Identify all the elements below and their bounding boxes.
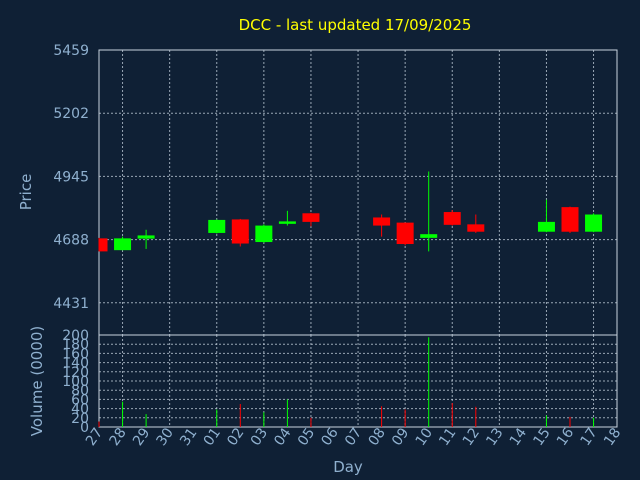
candle-body [467, 224, 485, 232]
grid-layer [99, 50, 617, 427]
price-panel-frame [98, 49, 618, 336]
candle-body [420, 234, 438, 238]
volume-tick-label: 100 [62, 374, 89, 390]
volume-tick-label: 180 [62, 337, 89, 353]
price-tick-label: 4688 [53, 233, 89, 249]
candle-body [137, 235, 155, 239]
x-tick-label: 06 [318, 425, 341, 449]
candle-body [537, 221, 555, 232]
x-tick-label: 30 [154, 425, 177, 449]
volume-tick-label: 20 [71, 411, 89, 427]
candles-layer [98, 171, 603, 252]
volume-tick-label: 200 [62, 328, 89, 344]
price-tick-label: 4431 [53, 296, 89, 312]
x-tick-label: 29 [130, 425, 153, 449]
x-tick-label: 18 [601, 425, 624, 449]
x-axis-label: Day [333, 458, 363, 476]
candle-body [231, 219, 249, 244]
candle-body [208, 219, 226, 233]
price-tick-label: 5459 [53, 43, 89, 59]
volume-tick-label: 40 [71, 402, 89, 418]
chart-title: DCC - last updated 17/09/2025 [239, 16, 472, 34]
x-tick-label: 02 [224, 425, 247, 449]
x-tick-label: 14 [507, 425, 530, 449]
x-tick-label: 28 [106, 425, 129, 449]
x-tick-label: 15 [530, 425, 553, 449]
x-tick-label: 16 [554, 425, 577, 449]
candle-body [585, 214, 603, 232]
candle-body [443, 212, 461, 225]
x-tick-label: 01 [201, 425, 224, 449]
volume-tick-label: 160 [62, 346, 89, 362]
volume-tick-label: 60 [71, 392, 89, 408]
volume-tick-label: 80 [71, 383, 89, 399]
volume-axis-label: Volume (0000) [28, 326, 46, 436]
volume-bars-layer [98, 337, 595, 427]
x-tick-label: 08 [366, 425, 389, 449]
x-tick-label: 13 [483, 425, 506, 449]
price-axis-label: Price [17, 174, 35, 211]
price-tick-label: 4945 [53, 169, 89, 185]
x-tick-label: 31 [177, 425, 200, 449]
price-tick-labels: 4431 4688 4945 5202 5459 [53, 43, 89, 312]
candle-body [561, 207, 579, 232]
x-tick-label: 03 [248, 425, 271, 449]
x-tick-label: 10 [413, 425, 436, 449]
x-tick-label: 12 [460, 425, 483, 449]
price-tick-label: 5202 [53, 106, 89, 122]
candle-body [302, 213, 320, 222]
candle-body [99, 238, 108, 252]
candle-body [396, 222, 414, 245]
x-tick-label: 04 [271, 425, 294, 449]
volume-tick-label: 0 [80, 420, 89, 436]
x-tick-label: 05 [295, 425, 318, 449]
x-tick-labels: 27 28 29 30 31 01 02 03 04 05 06 07 08 09 10 11 12 13 14 15… [83, 425, 624, 449]
volume-tick-label: 120 [62, 365, 89, 381]
candle-body [373, 217, 391, 226]
x-tick-label: 07 [342, 425, 365, 449]
x-tick-label: 11 [436, 425, 459, 449]
volume-tick-label: 140 [62, 356, 89, 372]
x-tick-label: 17 [577, 425, 600, 449]
x-tick-label: 09 [389, 425, 412, 449]
candle-body [278, 221, 296, 224]
candle-body [255, 225, 273, 243]
candle-body [114, 238, 132, 251]
